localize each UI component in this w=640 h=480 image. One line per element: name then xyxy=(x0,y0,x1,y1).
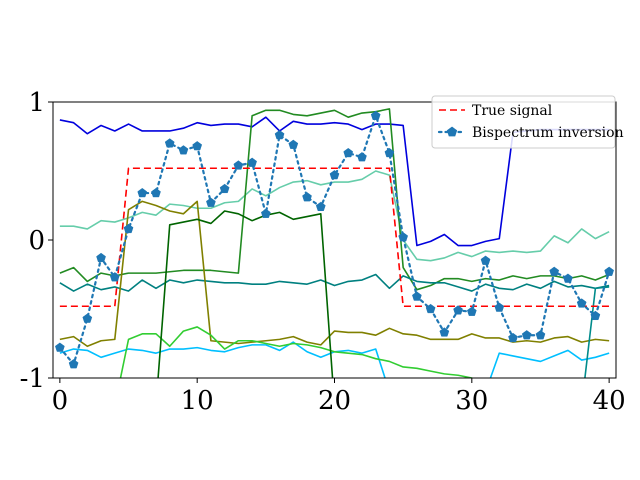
data-point xyxy=(343,147,354,158)
x-tick-label: 0 xyxy=(52,386,69,416)
data-point xyxy=(494,302,505,312)
data-point xyxy=(439,327,450,337)
series-4 xyxy=(59,108,610,291)
series-line-3 xyxy=(59,170,610,262)
series-5 xyxy=(59,273,610,292)
x-tick-label: 40 xyxy=(593,386,626,416)
y-tick-label: 1 xyxy=(28,88,45,118)
series-line-7 xyxy=(59,341,610,378)
series-line-8 xyxy=(119,326,473,378)
data-point xyxy=(178,145,189,155)
legend-box xyxy=(431,95,616,149)
y-tick-label: 0 xyxy=(28,226,45,256)
data-point xyxy=(535,330,546,340)
data-point xyxy=(329,170,340,180)
data-point xyxy=(288,139,299,149)
series-line-4 xyxy=(59,108,610,291)
series-line-0 xyxy=(59,167,610,308)
series-0 xyxy=(59,167,610,308)
series-8 xyxy=(119,326,473,378)
series-line-9 xyxy=(157,210,334,378)
series-3 xyxy=(59,170,610,262)
axis-ticks: 0 10 20 30 40-101 xyxy=(20,88,626,416)
data-point xyxy=(55,342,65,352)
series-1 xyxy=(55,110,614,369)
legend-label: Bispectrum inversion xyxy=(472,125,624,141)
x-tick-label: 10 xyxy=(181,386,214,416)
data-point xyxy=(302,192,312,202)
data-point xyxy=(82,313,93,323)
series-9 xyxy=(157,210,334,378)
data-point xyxy=(315,201,326,212)
data-point xyxy=(398,232,409,242)
data-point xyxy=(192,141,203,151)
data-point xyxy=(219,183,230,194)
data-point xyxy=(151,187,161,198)
data-point xyxy=(260,208,271,218)
data-point xyxy=(137,187,148,198)
data-point xyxy=(96,252,106,263)
series-7 xyxy=(59,341,610,378)
data-point xyxy=(425,303,436,314)
series-line-1 xyxy=(58,114,611,366)
data-point xyxy=(206,197,216,207)
x-tick-label: 30 xyxy=(455,386,488,416)
series-line-6 xyxy=(59,200,610,348)
data-point xyxy=(412,291,422,301)
data-point xyxy=(370,110,381,120)
data-point xyxy=(480,255,491,265)
data-point xyxy=(357,152,367,162)
data-point xyxy=(233,160,244,170)
legend-label: True signal xyxy=(472,103,553,119)
data-point xyxy=(109,272,120,282)
data-point xyxy=(563,273,573,283)
data-point xyxy=(274,130,285,140)
data-point xyxy=(384,147,395,158)
data-point xyxy=(453,305,463,315)
x-tick-label: 20 xyxy=(318,386,351,416)
series-line-5 xyxy=(59,273,610,292)
data-point xyxy=(604,266,614,276)
data-point xyxy=(164,138,175,148)
data-point xyxy=(68,359,79,369)
legend: True signal Bispectrum inversion xyxy=(431,95,624,149)
series-layer xyxy=(55,108,614,378)
data-point xyxy=(123,223,134,234)
data-point xyxy=(576,298,587,308)
y-tick-label: -1 xyxy=(20,364,45,394)
data-point xyxy=(590,310,601,321)
data-point xyxy=(247,157,257,167)
data-point xyxy=(466,306,477,316)
legend-marker xyxy=(446,126,458,137)
data-point xyxy=(521,330,532,340)
data-point xyxy=(549,266,560,276)
series-6 xyxy=(59,200,610,348)
data-point xyxy=(508,332,518,343)
